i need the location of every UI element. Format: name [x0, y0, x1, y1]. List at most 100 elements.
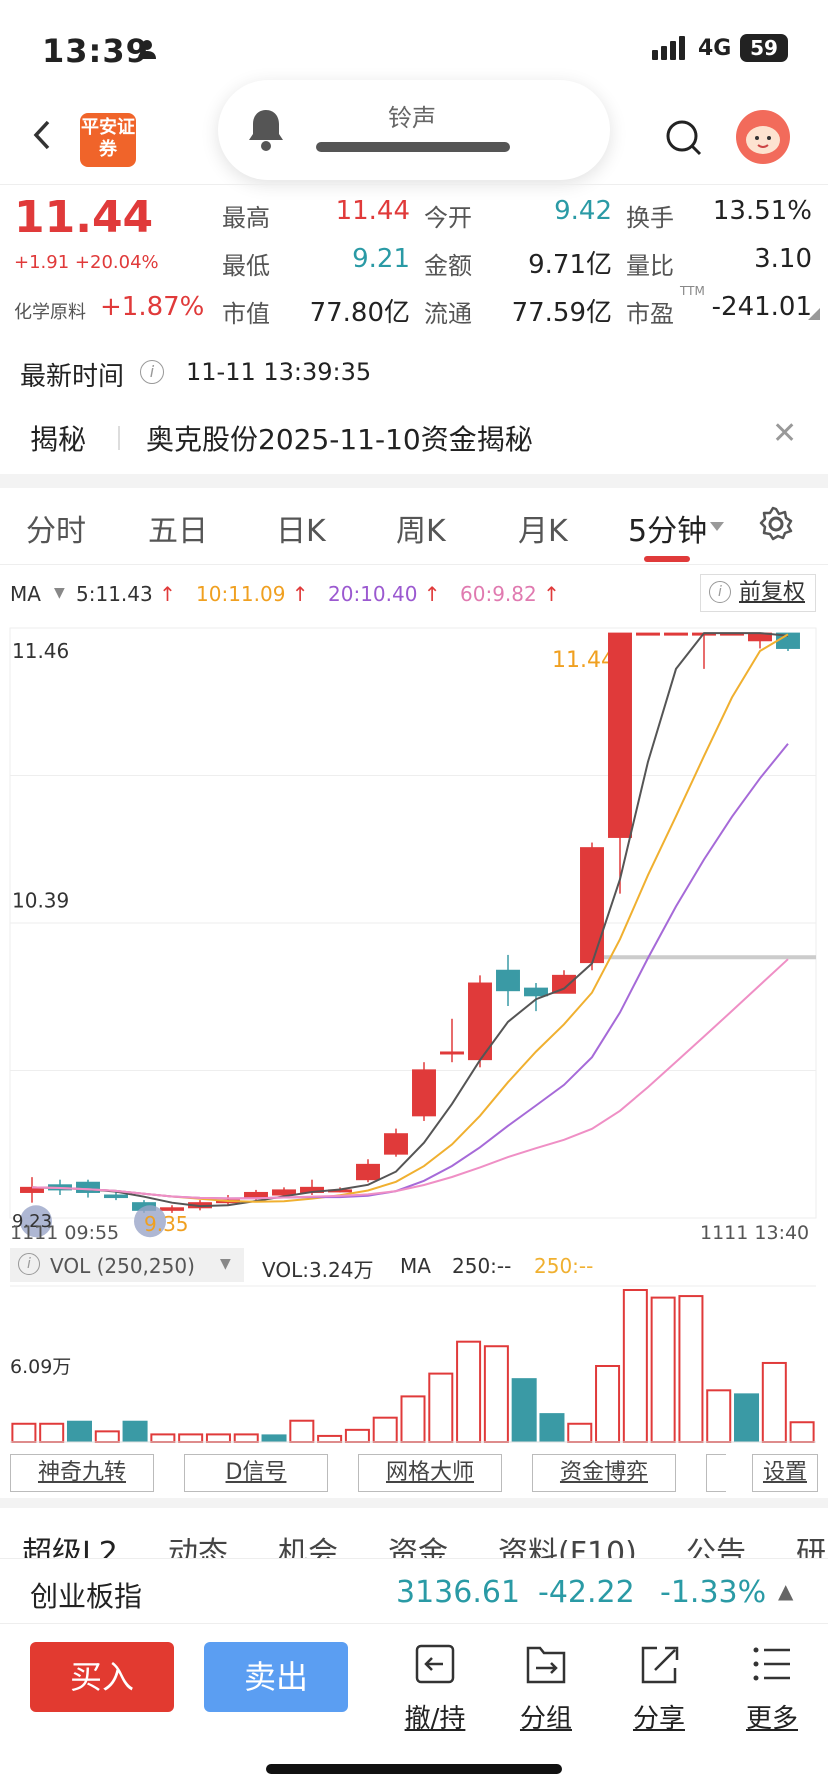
volume-bar	[567, 1422, 593, 1444]
reveal-tag: 揭秘	[30, 423, 87, 456]
info-icon: i	[709, 581, 731, 603]
x-end-label: 1111 13:40	[700, 1222, 810, 1244]
info-icon[interactable]: i	[140, 360, 164, 384]
indicator-buttons: 神奇九转 D信号 网格大师 资金博弈 设置	[0, 1452, 828, 1496]
ringtone-popup[interactable]: 铃声	[218, 80, 610, 180]
buy-button[interactable]: 买入	[30, 1642, 174, 1712]
more-icon	[753, 1647, 790, 1681]
volume-bar	[205, 1433, 231, 1444]
indicator-button[interactable]: 网格大师	[358, 1454, 502, 1492]
ma60-value: 60:9.82 ↑	[460, 582, 560, 606]
tab-daily-k[interactable]: 日K	[276, 514, 326, 549]
tab-super-l2[interactable]: 超级L2	[22, 1536, 118, 1558]
latest-time-value: 11-11 13:39:35	[186, 358, 372, 386]
arrow-up-icon: ↑	[285, 582, 309, 606]
tab-monthly-k[interactable]: 月K	[518, 514, 568, 549]
volume-indicator-select[interactable]: i VOL (250,250) ▼	[10, 1248, 244, 1282]
vol-label: VOL (250,250)	[50, 1254, 195, 1278]
divider	[0, 184, 828, 185]
fund-reveal-banner[interactable]: 揭秘 奥克股份2025-11-10资金揭秘 ✕	[0, 412, 828, 472]
divider	[0, 564, 828, 565]
indicator-button[interactable]: D信号	[184, 1454, 328, 1492]
tab-research[interactable]: 研	[796, 1536, 826, 1558]
chevron-down-icon: ▼	[220, 1256, 231, 1272]
volume-bar	[511, 1378, 537, 1442]
candle	[160, 1207, 184, 1211]
action-bar: 买入 卖出 撤/持 分组 分享 更多	[0, 1626, 828, 1746]
caret-up-icon[interactable]: ▲	[778, 1579, 794, 1603]
share-button[interactable]: 分享	[619, 1640, 699, 1734]
volume-bar	[178, 1433, 204, 1444]
candle	[244, 1191, 268, 1199]
avatar-icon[interactable]	[736, 110, 790, 164]
ma5-text: 5:11.43	[76, 582, 153, 606]
top-nav: 平安证券 铃声	[0, 80, 828, 185]
cancel-hold-icon	[415, 1644, 455, 1684]
group-button[interactable]: 分组	[506, 1640, 586, 1734]
tab-announcement[interactable]: 公告	[686, 1536, 746, 1558]
stat-value: 3.10	[754, 244, 812, 274]
ma10-text: 10:11.09	[196, 582, 286, 606]
low-price-label: 9.23	[12, 1211, 52, 1232]
expand-corner-icon[interactable]	[808, 308, 820, 320]
tab-opportunity[interactable]: 机会	[278, 1536, 338, 1558]
back-arrow-icon[interactable]	[28, 120, 58, 150]
reveal-text[interactable]: 奥克股份2025-11-10资金揭秘	[146, 423, 533, 456]
volume-bar	[66, 1420, 92, 1442]
more-button[interactable]: 更多	[732, 1640, 812, 1734]
cancel-hold-button[interactable]: 撤/持	[395, 1640, 475, 1734]
ma-legend: MA ▼ 5:11.43 ↑ 10:11.09 ↑ 20:10.40 ↑ 60:…	[0, 572, 828, 616]
home-indicator[interactable]	[266, 1764, 562, 1774]
adjust-button[interactable]: i 前复权	[700, 574, 816, 612]
chevron-down-icon[interactable]	[710, 522, 724, 531]
candle	[356, 1163, 380, 1181]
stat-value: -241.01	[711, 292, 812, 322]
search-icon[interactable]	[664, 118, 704, 158]
tab-news[interactable]: 动态	[168, 1536, 228, 1558]
index-ticker[interactable]: 创业板指 3136.61 -42.22 -1.33% ▲	[0, 1558, 828, 1624]
vol-value: VOL:3.24万	[262, 1258, 374, 1282]
candle	[608, 632, 632, 838]
marker-badge	[20, 1205, 52, 1238]
volume-bar	[595, 1365, 621, 1443]
stat-value: 13.51%	[712, 196, 812, 226]
tab-weekly-k[interactable]: 周K	[396, 514, 446, 549]
indicator-button[interactable]: 资金博弈	[532, 1454, 676, 1492]
section-gap	[0, 474, 828, 488]
volume-slider[interactable]	[316, 142, 510, 152]
tab-timeshare[interactable]: 分时	[26, 514, 86, 549]
gear-icon[interactable]	[758, 506, 794, 542]
candle	[76, 1181, 100, 1193]
volume-bar	[11, 1422, 37, 1444]
arrow-up-icon: ↑	[417, 582, 441, 606]
stat-label: 流通	[424, 300, 472, 328]
stat-label: 最高	[222, 204, 270, 232]
x-start-label: 1111 09:55	[10, 1222, 120, 1244]
section-gap	[0, 1498, 828, 1508]
tab-five-day[interactable]: 五日	[148, 514, 208, 549]
ringtone-label: 铃声	[388, 104, 436, 132]
volume-bar	[122, 1420, 148, 1442]
indicator-button[interactable]: 神奇九转	[10, 1454, 154, 1492]
stat-value: 9.21	[352, 244, 410, 274]
tab-f10[interactable]: 资料(F10)	[498, 1536, 637, 1558]
volume-bar	[539, 1413, 565, 1442]
network-type: 4G	[698, 36, 732, 61]
ma5-value: 5:11.43 ↑	[76, 582, 176, 606]
candle	[664, 632, 688, 636]
candle	[524, 987, 548, 997]
indicator-button[interactable]	[706, 1454, 726, 1492]
tab-funds[interactable]: 资金	[388, 1536, 448, 1558]
kline-chart[interactable]: 11.46 10.39 11.44 9.23 9.35	[0, 620, 828, 1460]
volume-bar	[428, 1372, 454, 1443]
volume-bar	[678, 1295, 704, 1444]
ma10-value: 10:11.09 ↑	[196, 582, 309, 606]
close-icon[interactable]: ✕	[772, 416, 798, 451]
tab-5min[interactable]: 5分钟	[628, 514, 708, 549]
sell-button[interactable]: 卖出	[204, 1642, 348, 1712]
folder-icon	[526, 1646, 566, 1684]
vol-ma2: 250:--	[534, 1254, 594, 1278]
index-change: -42.22	[538, 1575, 635, 1610]
settings-button[interactable]: 设置	[752, 1454, 818, 1492]
chevron-down-icon[interactable]: ▼	[54, 585, 65, 601]
